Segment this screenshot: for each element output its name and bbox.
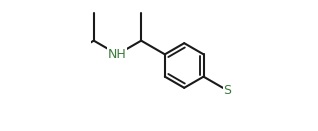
Text: NH: NH [108,48,127,61]
Text: S: S [223,84,231,97]
